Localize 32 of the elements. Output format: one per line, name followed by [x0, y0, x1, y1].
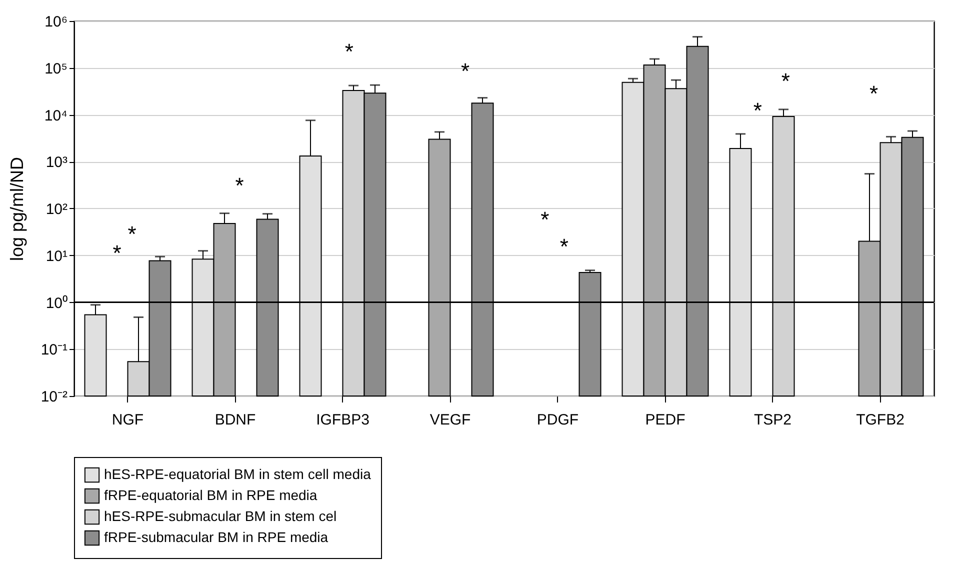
- annotation: *: [540, 206, 550, 232]
- x-tick-label: BDNF: [214, 412, 256, 428]
- annotation: *: [235, 173, 244, 198]
- y-tick-label: 10¹: [46, 248, 68, 265]
- y-tick-label: 10⁰: [46, 294, 68, 312]
- annotation: *: [781, 68, 790, 94]
- annotation: *: [128, 221, 137, 246]
- annotation: *: [753, 98, 762, 124]
- x-tick-label: NGF: [112, 412, 144, 428]
- y-tick-label: 10⁶: [44, 14, 68, 30]
- x-tick-label: PEDF: [645, 412, 686, 428]
- annotation: *: [461, 58, 470, 84]
- y-tick-label: 10⁵: [44, 60, 68, 78]
- x-tick-label: TSP2: [754, 412, 792, 428]
- y-tick-label: 10⁻¹: [40, 342, 68, 359]
- annotation: *: [344, 38, 354, 64]
- y-tick-label: 10²: [46, 201, 68, 218]
- y-tick-label: 10⁻²: [40, 388, 68, 406]
- y-tick-label: 10³: [46, 154, 68, 172]
- annotation: *: [870, 80, 879, 106]
- legend-label: fRPE-equatorial BM in RPE media: [104, 487, 318, 503]
- y-axis-title: log pg/ml/ND: [6, 156, 27, 262]
- x-tick-label: PDGF: [536, 412, 579, 428]
- x-tick-label: VEGF: [430, 412, 471, 428]
- x-tick-label: IGFBP3: [316, 412, 370, 428]
- legend-label: hES-RPE-equatorial BM in stem cell media: [104, 466, 372, 482]
- legend-label: fRPE-submacular BM in RPE media: [104, 529, 328, 545]
- annotation: *: [560, 234, 569, 260]
- x-tick-label: TGFB2: [856, 412, 904, 428]
- annotation: *: [112, 240, 122, 266]
- legend-label: hES-RPE-submacular BM in stem cel: [104, 508, 337, 524]
- y-tick-label: 10⁴: [44, 107, 68, 124]
